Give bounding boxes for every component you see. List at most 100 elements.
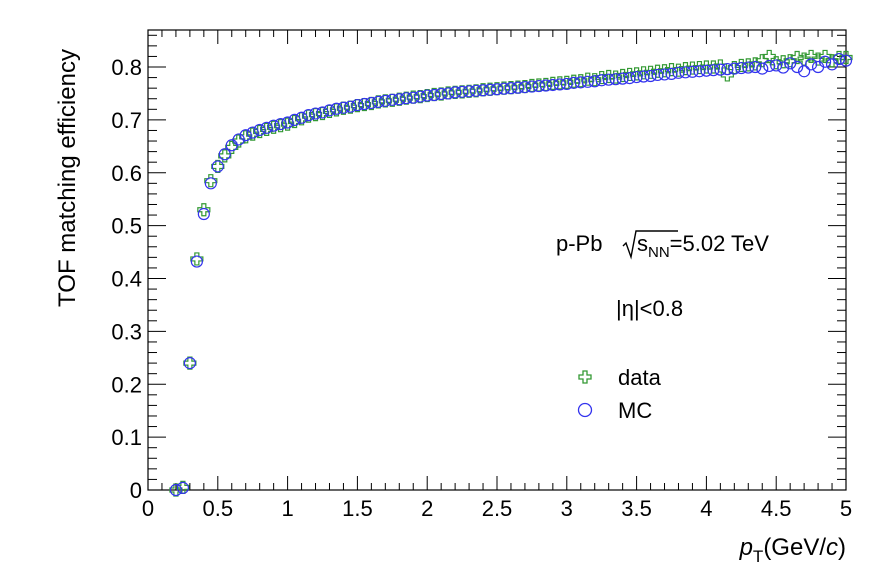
data-point-mc: [456, 85, 469, 98]
data-point-mc: [462, 85, 476, 98]
data-point-mc: [323, 104, 336, 117]
x-axis-label-c: c: [826, 534, 838, 561]
data-point-mc: [504, 82, 518, 95]
x-tick-label: 2.5: [482, 496, 513, 521]
data-point-mc: [476, 84, 490, 97]
y-tick-label: 0.5: [111, 214, 142, 239]
data-point-mc: [176, 481, 189, 494]
data-point-mc: [295, 111, 308, 124]
x-tick-label: 1.5: [342, 496, 373, 521]
data-point-mc: [302, 109, 315, 122]
data-point-mc: [798, 65, 811, 78]
x-axis-label: pT(GeV/c): [739, 534, 846, 566]
data-point-mc: [288, 113, 301, 126]
data-point-mc: [777, 61, 790, 74]
y-tick-label: 0.3: [111, 319, 142, 344]
data-point-mc: [337, 101, 350, 114]
data-point-mc: [281, 116, 294, 129]
data-point-mc: [421, 89, 434, 102]
axis-ticks: 0 0.5 1 1.5 2 2.5 3 3.5 4 4.5 5 0 0.1 0.2 0.3 0.4 0.5 0.6…: [111, 30, 852, 521]
data-point-mc: [358, 97, 371, 111]
data-point-mc: [525, 80, 539, 93]
data-point-mc: [832, 52, 846, 66]
sqrt-s-label: sNN=5.02 TeV: [637, 231, 769, 261]
data-point-mc: [532, 79, 545, 93]
legend-marker-mc: [577, 402, 593, 418]
y-tick-label: 0.1: [111, 425, 142, 450]
data-point-mc: [204, 177, 217, 190]
x-tick-label: 3.5: [621, 496, 652, 521]
data-point-mc: [609, 73, 622, 86]
data-point-mc: [253, 123, 266, 137]
data-point-mc: [616, 72, 629, 85]
data-point-mc: [825, 58, 839, 71]
data-point-mc: [644, 69, 657, 83]
data-point-mc: [183, 357, 196, 370]
data-point-mc: [428, 88, 441, 102]
x-tick-label: 4.5: [761, 496, 792, 521]
data-point-mc: [400, 92, 413, 105]
x-tick-label: 5: [840, 496, 852, 521]
data-point-mc: [274, 118, 287, 131]
data-point-mc: [595, 74, 608, 87]
eta-cut-label: |η|<0.8: [616, 296, 683, 321]
x-axis-label-close: ): [838, 534, 846, 561]
data-point-mc: [316, 106, 329, 119]
data-point-mc: [435, 87, 448, 101]
data-points: [169, 49, 853, 497]
legend: data MC: [577, 365, 662, 423]
data-point-mc: [407, 91, 420, 104]
data-point-mc: [567, 76, 580, 89]
data-point-mc: [665, 67, 678, 80]
data-point-mc: [553, 78, 566, 91]
data-point-mc: [469, 84, 483, 97]
x-tick-label: 0: [142, 496, 154, 521]
data-point-mc: [637, 70, 650, 83]
data-point-mc: [386, 93, 399, 106]
data-point-mc: [839, 54, 853, 67]
data-point-mc: [693, 65, 706, 78]
data-point-mc: [218, 148, 231, 161]
data-point-mc: [735, 61, 748, 75]
x-tick-label: 4: [700, 496, 712, 521]
legend-marker-data: [578, 370, 592, 384]
x-tick-label: 3: [561, 496, 573, 521]
data-point-mc: [679, 66, 692, 79]
data-point-mc: [581, 75, 594, 88]
data-point-mc: [623, 72, 636, 85]
data-point-mc: [811, 60, 825, 74]
x-tick-label: 0.5: [203, 496, 234, 521]
data-point-mc: [267, 119, 280, 132]
data-point-mc: [372, 95, 385, 109]
data-point-data: [790, 50, 804, 65]
data-point-mc: [483, 83, 497, 96]
x-tick-label: 1: [281, 496, 293, 521]
data-point-mc: [351, 98, 364, 112]
data-point-mc: [588, 75, 601, 88]
data-point-mc: [169, 483, 183, 497]
plot-frame: [147, 29, 847, 491]
data-point-mc: [791, 60, 804, 74]
data-point-mc: [763, 59, 776, 73]
data-point-mc: [560, 77, 573, 91]
data-point-data: [211, 159, 225, 174]
data-point-mc: [239, 129, 252, 142]
y-tick-label: 0.4: [111, 267, 142, 292]
data-point-mc: [211, 160, 224, 173]
data-point-mc: [246, 126, 259, 139]
sqrt-sign: [622, 230, 678, 260]
data-point-mc: [539, 79, 552, 92]
data-point-mc: [365, 96, 378, 110]
legend-label-data: data: [618, 365, 662, 390]
y-tick-label: 0: [130, 478, 142, 503]
data-point-mc: [686, 65, 699, 78]
data-point-mc: [756, 62, 769, 75]
data-point-mc: [574, 76, 587, 89]
y-tick-label: 0.2: [111, 372, 142, 397]
y-axis-label: TOF matching efficiency: [54, 49, 81, 307]
data-point-mc: [490, 83, 504, 96]
data-point-mc: [497, 82, 511, 95]
data-point-mc: [672, 66, 685, 79]
data-point-mc: [749, 60, 762, 74]
